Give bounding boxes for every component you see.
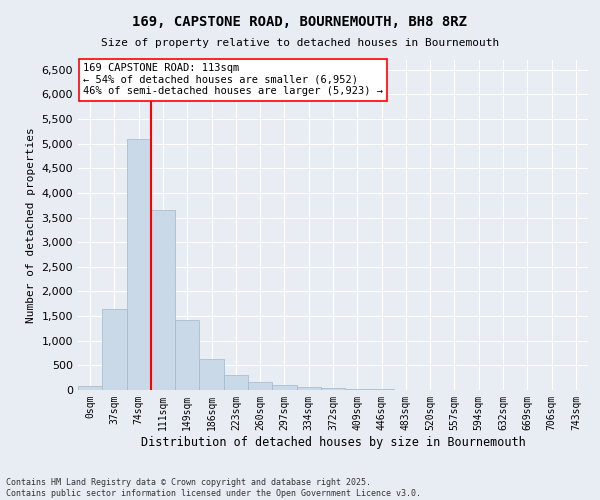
Bar <box>151 210 175 390</box>
Bar <box>321 388 345 390</box>
Text: 169 CAPSTONE ROAD: 113sqm
← 54% of detached houses are smaller (6,952)
46% of se: 169 CAPSTONE ROAD: 113sqm ← 54% of detac… <box>83 64 383 96</box>
Text: Contains HM Land Registry data © Crown copyright and database right 2025.
Contai: Contains HM Land Registry data © Crown c… <box>6 478 421 498</box>
Bar <box>127 139 151 390</box>
Text: 169, CAPSTONE ROAD, BOURNEMOUTH, BH8 8RZ: 169, CAPSTONE ROAD, BOURNEMOUTH, BH8 8RZ <box>133 15 467 29</box>
Bar <box>175 320 199 390</box>
Bar <box>224 374 248 390</box>
Bar <box>102 308 127 390</box>
Bar <box>248 382 272 390</box>
X-axis label: Distribution of detached houses by size in Bournemouth: Distribution of detached houses by size … <box>140 436 526 448</box>
Bar <box>272 385 296 390</box>
Y-axis label: Number of detached properties: Number of detached properties <box>26 127 36 323</box>
Text: Size of property relative to detached houses in Bournemouth: Size of property relative to detached ho… <box>101 38 499 48</box>
Bar <box>199 360 224 390</box>
Bar <box>296 386 321 390</box>
Bar <box>345 388 370 390</box>
Bar <box>78 386 102 390</box>
